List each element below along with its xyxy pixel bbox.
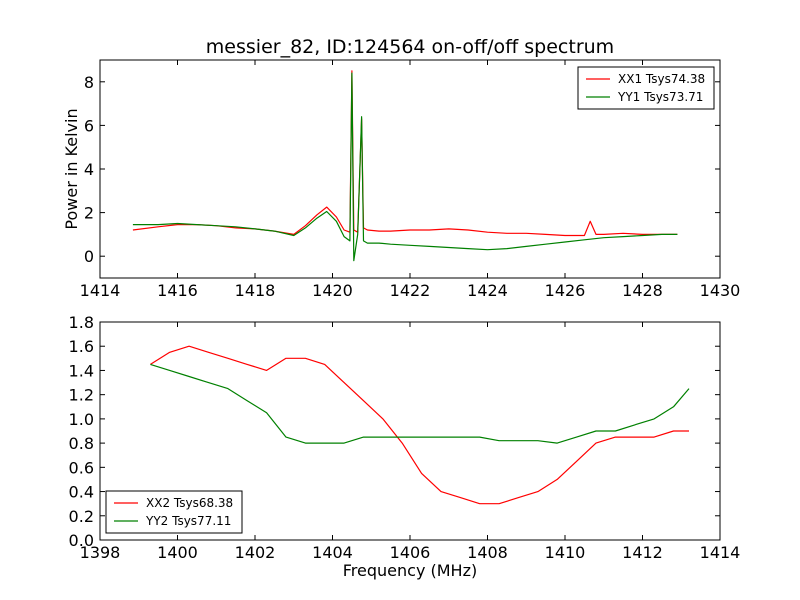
y-axis-label: Power in Kelvin [62, 108, 81, 229]
bottom-panel: 1398 1400 1402 1404 1406 1408 1410 1412 1414 0.0 0… [69, 313, 741, 580]
y-tick-label: 0.6 [69, 458, 94, 477]
x-tick-label: 1410 [545, 543, 586, 562]
x-tick-label: 1402 [235, 543, 276, 562]
y-tick-label: 2 [84, 204, 94, 223]
top-panel: 1414 1416 1418 1420 1422 1424 1426 1428 1430 0 2 4 6… [62, 59, 741, 300]
y-tick-label: 1.4 [69, 361, 94, 380]
x-tick-label: 1418 [235, 281, 276, 300]
x-tick-label: 1414 [700, 543, 741, 562]
x-tick-label: 1422 [390, 281, 431, 300]
figure-title: messier_82, ID:124564 on-off/off spectru… [206, 36, 614, 58]
series-line-xx2 [150, 345, 689, 505]
x-tick-label: 1430 [700, 281, 741, 300]
y-tick-label: 1.8 [69, 313, 94, 332]
series-line-yy1 [132, 72, 678, 262]
x-tick-label: 1406 [390, 543, 431, 562]
x-tick-label: 1424 [467, 281, 508, 300]
x-tick-label: 1408 [467, 543, 508, 562]
x-tick-label: 1420 [312, 281, 353, 300]
x-tick-label: 1416 [157, 281, 198, 300]
x-tick-label: 1404 [312, 543, 353, 562]
legend-box [105, 490, 243, 534]
y-tick-label: 0.2 [69, 507, 94, 526]
x-tick-label: 1412 [622, 543, 663, 562]
y-tick-label: 8 [84, 73, 94, 92]
y-tick-label: 1.2 [69, 386, 94, 405]
legend: XX2 Tsys68.38 YY2 Tsys77.11 [105, 490, 243, 534]
legend-box [577, 66, 715, 110]
y-tick-label: 4 [84, 160, 94, 179]
x-tick-label: 1428 [622, 281, 663, 300]
y-tick-label: 1.6 [69, 337, 94, 356]
x-tick-label: 1400 [157, 543, 198, 562]
legend-label: XX1 Tsys74.38 [618, 72, 705, 86]
y-tick-label: 0.8 [69, 434, 94, 453]
y-tick-label: 0.4 [69, 483, 94, 502]
y-tick-label: 1.0 [69, 410, 94, 429]
x-tick-label: 1414 [80, 281, 121, 300]
y-tick-label: 6 [84, 116, 94, 135]
y-tick-label: 0 [84, 247, 94, 266]
series-group [150, 345, 690, 505]
legend-label: YY1 Tsys73.71 [617, 90, 703, 104]
x-axis-label: Frequency (MHz) [343, 561, 477, 580]
legend-label: XX2 Tsys68.38 [146, 496, 233, 510]
y-tick-label: 0.0 [69, 531, 94, 550]
legend-label: YY2 Tsys77.11 [145, 514, 231, 528]
series-group [132, 70, 678, 262]
x-tick-label: 1398 [80, 543, 121, 562]
series-line-yy2 [150, 363, 690, 444]
legend: XX1 Tsys74.38 YY1 Tsys73.71 [577, 66, 715, 110]
x-tick-label: 1426 [545, 281, 586, 300]
